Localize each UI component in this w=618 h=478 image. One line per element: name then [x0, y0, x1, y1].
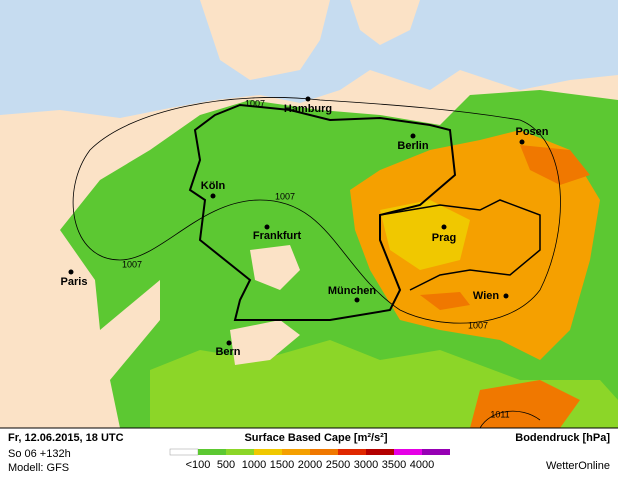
legend-label: 1500: [270, 459, 294, 471]
isobar: [479, 410, 541, 429]
legend-label: <100: [186, 459, 211, 471]
border-germany: [188, 103, 457, 321]
legend-swatch: [338, 449, 366, 455]
cape-high: [420, 292, 470, 310]
legend-swatch: [198, 449, 226, 455]
cape-none: [230, 320, 300, 365]
city-label: Posen: [515, 126, 548, 138]
city-dot: [519, 139, 525, 145]
isobar-label: 1007: [468, 320, 488, 330]
border-czech: [379, 199, 541, 291]
legend-label: 500: [217, 459, 235, 471]
legend-swatch: [282, 449, 310, 455]
city-label: Frankfurt: [253, 230, 302, 242]
city-label: München: [328, 285, 377, 297]
city-label: Köln: [201, 180, 226, 192]
cape-none: [250, 245, 300, 290]
isobar-label: 1011: [490, 409, 509, 419]
city-dot: [226, 340, 232, 346]
legend-label: 3500: [382, 459, 406, 471]
city-label: Hamburg: [284, 103, 332, 115]
city-dot: [210, 193, 216, 199]
model: Modell: GFS: [8, 462, 69, 474]
cape-mid: [380, 200, 470, 270]
cape-high: [520, 145, 590, 185]
legend-label: 2000: [298, 459, 322, 471]
city-dot: [305, 96, 311, 102]
legend-label: 4000: [410, 459, 434, 471]
isobar: [72, 97, 561, 324]
legend-swatch: [366, 449, 394, 455]
city-label: Bern: [215, 346, 240, 358]
legend-swatch: [169, 448, 199, 456]
legend-swatch: [310, 449, 338, 455]
legend-label: 1000: [242, 459, 266, 471]
city-label: Paris: [61, 276, 88, 288]
city-dot: [410, 133, 416, 139]
legend-label: 3000: [354, 459, 378, 471]
cape-high: [470, 380, 580, 428]
datetime: Fr, 12.06.2015, 18 UTC: [8, 432, 124, 444]
city-dot: [68, 269, 74, 275]
brand: WetterOnline: [546, 460, 610, 472]
legend-swatch: [394, 449, 422, 455]
city-label: Prag: [432, 232, 456, 244]
legend-swatch: [254, 449, 282, 455]
cape-mid: [350, 130, 600, 360]
isobar-label: 1007: [275, 191, 295, 201]
city-dot: [354, 297, 360, 303]
isobar-label: 1007: [245, 98, 265, 108]
city-dot: [441, 224, 447, 230]
city-dot: [503, 293, 509, 299]
legend-title: Surface Based Cape [m²/s²]: [244, 432, 387, 444]
legend-swatch: [226, 449, 254, 455]
city-label: Wien: [473, 290, 499, 302]
legend-label: 2500: [326, 459, 350, 471]
land: [200, 0, 330, 80]
land: [350, 0, 420, 45]
city-dot: [264, 224, 270, 230]
city-label: Berlin: [397, 140, 428, 152]
legend-swatch: [422, 449, 450, 455]
isobar-label: 1007: [122, 259, 142, 269]
unit-title: Bodendruck [hPa]: [515, 432, 610, 444]
lead-time: So 06 +132h: [8, 448, 71, 460]
